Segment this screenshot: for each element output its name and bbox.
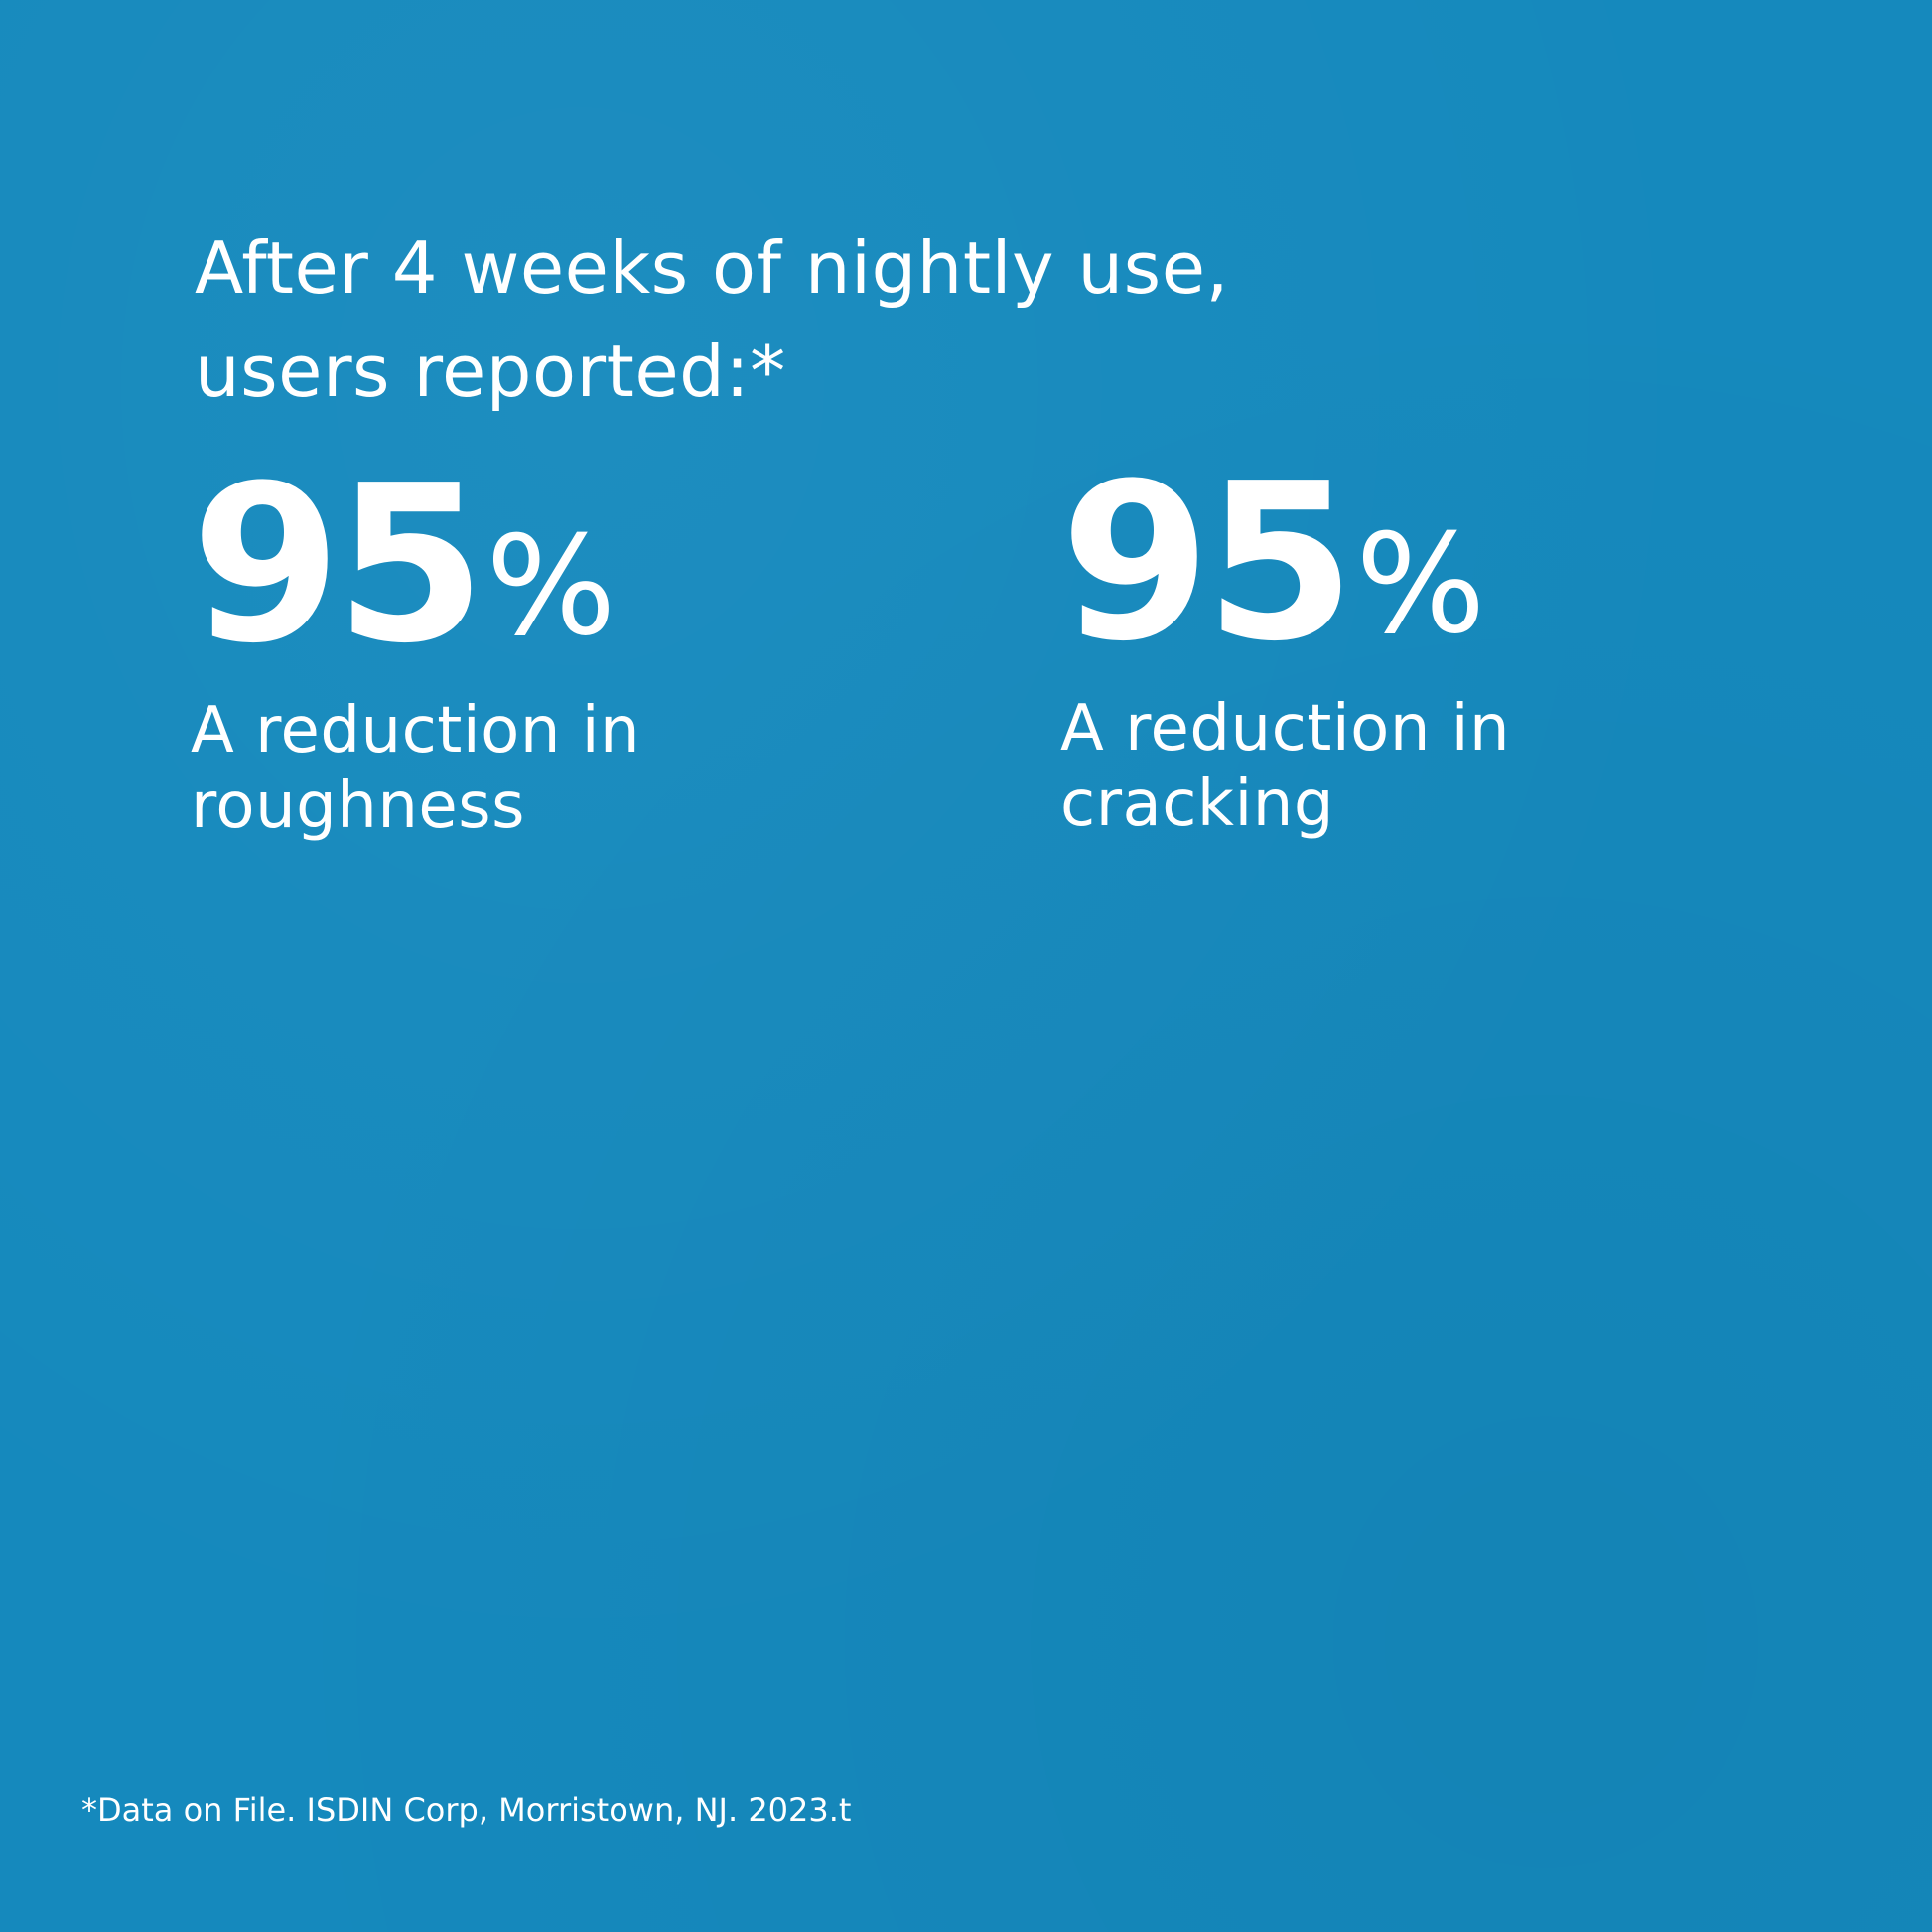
percent-sign: % [1355,504,1486,664]
percent-sign: % [485,506,617,666]
stat-label-line-2: roughness [191,769,525,843]
headline-line-1: After 4 weeks of nightly use, [195,226,1229,310]
stat-roughness: 95 % A reduction in roughness [191,440,826,844]
stat-number: 95 [191,440,485,691]
stat-label-line-1: A reduction in [1060,692,1511,765]
stat-label-line-1: A reduction in [191,694,641,767]
stat-cracking: 95 % A reduction in cracking [1060,438,1696,842]
stat-label: A reduction in roughness [191,693,826,844]
headline-line-2: users reported:* [195,330,786,413]
footnote: *Data on File. ISDIN Corp, Morristown, N… [81,1791,852,1829]
headline: After 4 weeks of nightly use, users repo… [195,216,1485,423]
stat-value: 95 % [191,440,826,691]
stat-label-line-2: cracking [1060,767,1334,841]
stat-number: 95 [1060,438,1355,689]
stat-value: 95 % [1060,438,1696,689]
stat-label: A reduction in cracking [1060,691,1696,842]
